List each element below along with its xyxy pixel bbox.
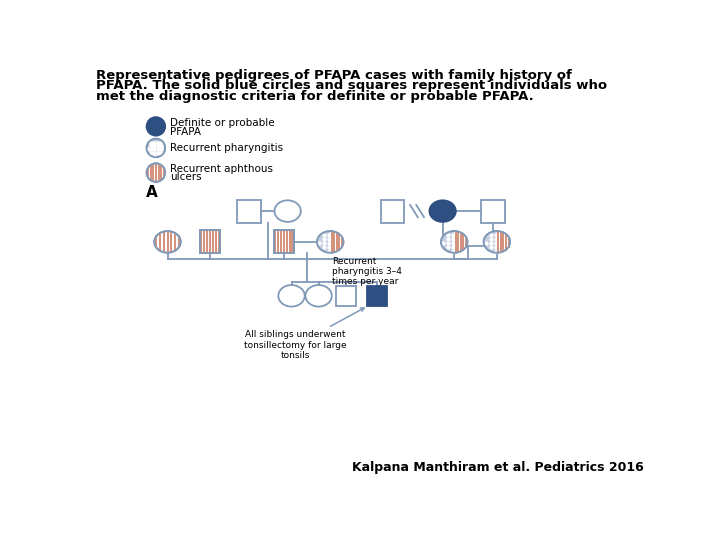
- Text: All siblings underwent
tonsillectomy for large
tonsils: All siblings underwent tonsillectomy for…: [244, 308, 364, 360]
- Ellipse shape: [154, 231, 181, 253]
- Polygon shape: [454, 231, 467, 253]
- Text: Representative pedigrees of PFAPA cases with family history of: Representative pedigrees of PFAPA cases …: [96, 69, 572, 82]
- Ellipse shape: [147, 164, 165, 182]
- Polygon shape: [441, 231, 454, 253]
- Polygon shape: [317, 231, 330, 253]
- Ellipse shape: [279, 285, 305, 307]
- Text: Recurrent aphthous: Recurrent aphthous: [170, 164, 273, 174]
- Polygon shape: [330, 231, 343, 253]
- Text: met the diagnostic criteria for definite or probable PFAPA.: met the diagnostic criteria for definite…: [96, 90, 534, 103]
- Bar: [274, 231, 294, 253]
- Polygon shape: [484, 231, 497, 253]
- Polygon shape: [497, 231, 510, 253]
- Text: Recurrent pharyngitis: Recurrent pharyngitis: [170, 143, 283, 153]
- Bar: [482, 200, 505, 222]
- Ellipse shape: [441, 231, 467, 253]
- Bar: [366, 286, 387, 306]
- Text: ulcers: ulcers: [170, 172, 202, 182]
- Ellipse shape: [305, 285, 332, 307]
- Ellipse shape: [147, 117, 165, 136]
- Bar: [336, 286, 356, 306]
- Ellipse shape: [317, 231, 343, 253]
- Bar: [381, 200, 404, 222]
- Ellipse shape: [147, 139, 165, 157]
- Bar: [200, 231, 220, 253]
- Bar: [274, 231, 294, 253]
- Text: Kalpana Manthiram et al. Pediatrics 2016: Kalpana Manthiram et al. Pediatrics 2016: [352, 462, 644, 475]
- Ellipse shape: [484, 231, 510, 253]
- Bar: [238, 200, 261, 222]
- Ellipse shape: [274, 200, 301, 222]
- Text: Recurrent
pharyngitis 3–4
times per year: Recurrent pharyngitis 3–4 times per year: [332, 256, 402, 286]
- Text: A: A: [145, 185, 158, 200]
- Bar: [200, 231, 220, 253]
- Text: PFAPA. The solid blue circles and squares represent individuals who: PFAPA. The solid blue circles and square…: [96, 79, 608, 92]
- Text: Definite or probable: Definite or probable: [170, 118, 274, 129]
- Ellipse shape: [429, 200, 456, 222]
- Text: PFAPA: PFAPA: [170, 127, 201, 137]
